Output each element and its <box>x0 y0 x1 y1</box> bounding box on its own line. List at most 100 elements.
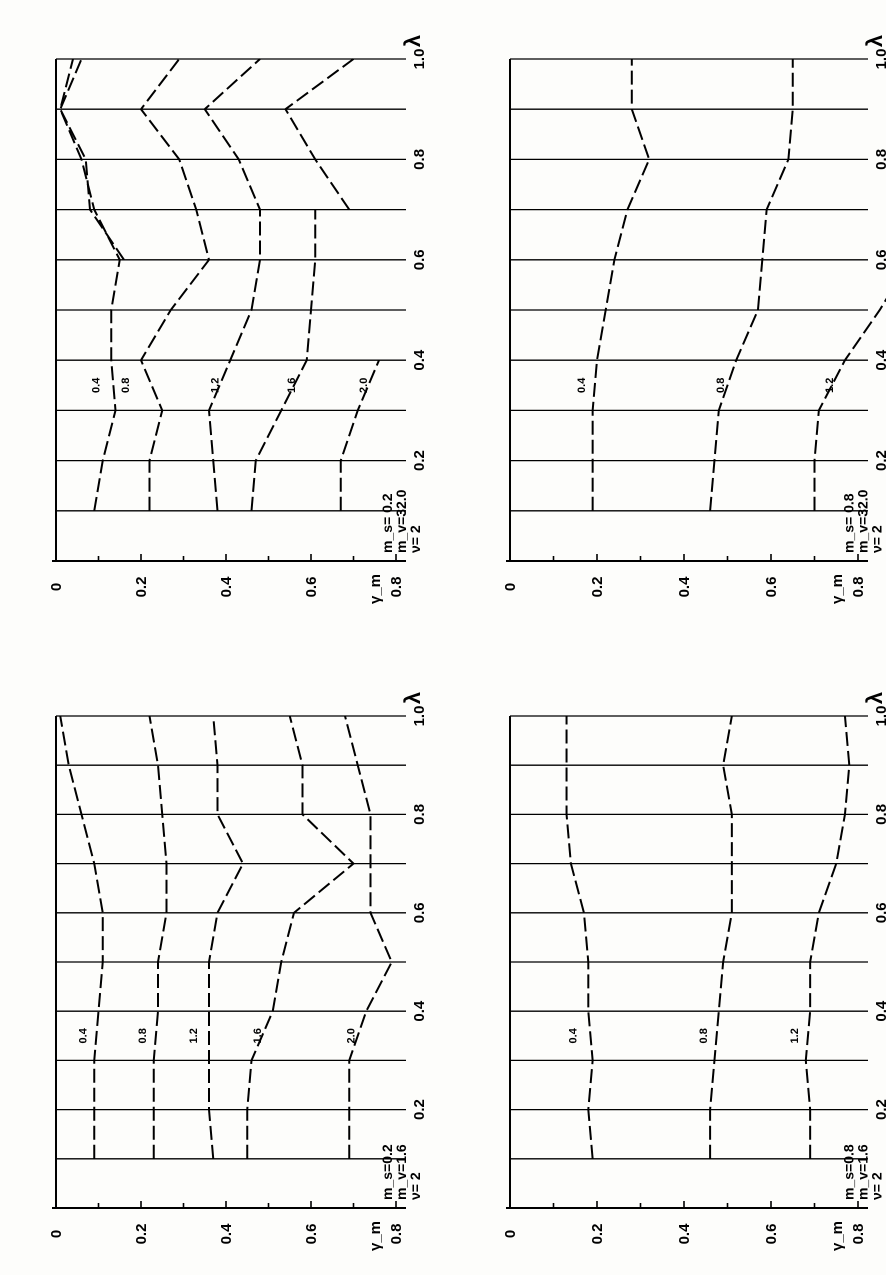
series-line <box>709 715 733 1159</box>
series-line <box>709 59 794 511</box>
curve-label: 0.4 <box>576 377 588 393</box>
gamma-tick-label: 0.8 <box>388 1224 405 1245</box>
gamma-tick-label: 0 <box>502 1230 519 1238</box>
lambda-tick-label: 1.0 <box>873 49 886 70</box>
series-line <box>246 715 355 1159</box>
gamma-axis-label: γ_m <box>829 1221 846 1251</box>
param-label: ν= 2 <box>869 525 885 553</box>
curve-label: 1.6 <box>286 378 298 393</box>
curve-label: 0.8 <box>715 378 727 393</box>
series-line <box>59 715 104 1159</box>
param-label: m_s= 0.8 <box>841 493 857 553</box>
series-line <box>250 209 317 511</box>
param-label: m_v=32.0 <box>393 489 409 553</box>
lambda-axis-label: λ <box>400 692 425 704</box>
param-label: m_s=0.8 <box>841 1144 857 1200</box>
gamma-tick-label: 0 <box>502 583 519 591</box>
lambda-tick-label: 0.8 <box>411 804 428 825</box>
param-label: m_v=1.6 <box>855 1144 871 1200</box>
lambda-tick-label: 0.2 <box>873 450 886 471</box>
series-line <box>813 297 886 511</box>
param-label: ν= 2 <box>869 1172 885 1200</box>
chart-panel-lower-left: 0 0.2 0.4 0.6 0.8 0.2 0.4 0.6 0.8 1.0 λ γ_m m_s=0.8m… <box>502 692 886 1251</box>
curve-label: 0.4 <box>78 1027 90 1043</box>
series-line <box>139 58 211 511</box>
series-line <box>59 58 125 261</box>
lambda-axis-label: λ <box>862 692 886 704</box>
series-line <box>284 58 355 211</box>
lambda-tick-label: 0.6 <box>411 249 428 270</box>
chart-panel-upper-left: 0 0.2 0.4 0.6 0.8 0.2 0.4 0.6 0.8 1.0 λ γ_m m_s=0.2m… <box>48 692 428 1251</box>
gamma-tick-label: 0.8 <box>850 577 867 598</box>
series-line <box>208 715 245 1159</box>
param-label: m_v=1.6 <box>393 1144 409 1200</box>
gamma-axis-label: γ_m <box>367 1221 384 1251</box>
param-label: m_v=32.0 <box>855 489 871 553</box>
gamma-tick-label: 0.4 <box>676 576 693 598</box>
param-label: m_s=0.2 <box>379 1144 395 1200</box>
gamma-tick-label: 0.2 <box>133 1224 150 1245</box>
gamma-axis-label: γ_m <box>829 574 846 604</box>
param-label: ν= 2 <box>407 525 423 553</box>
curve-label: 2.0 <box>358 378 370 393</box>
lambda-tick-label: 0.8 <box>411 149 428 170</box>
gamma-tick-label: 0.6 <box>303 1224 320 1245</box>
gamma-tick-label: 0 <box>48 1230 65 1238</box>
lambda-axis-label: λ <box>862 35 886 47</box>
curve-label: 2.0 <box>345 1028 357 1043</box>
lambda-tick-label: 1.0 <box>411 49 428 70</box>
curve-label: 1.2 <box>789 1028 801 1043</box>
lambda-tick-label: 1.0 <box>411 706 428 727</box>
gamma-tick-label: 0.6 <box>763 1224 780 1245</box>
curve-label: 0.4 <box>567 1027 579 1043</box>
gamma-tick-label: 0.4 <box>676 1223 693 1245</box>
series-line <box>344 715 393 1159</box>
lambda-tick-label: 0.4 <box>411 349 428 371</box>
param-label: m_s= 0.2 <box>379 493 395 553</box>
gamma-tick-label: 0.8 <box>388 577 405 598</box>
series-line <box>148 715 168 1159</box>
lambda-axis-label: λ <box>400 35 425 47</box>
gamma-tick-label: 0.8 <box>850 1224 867 1245</box>
lambda-tick-label: 0.4 <box>873 349 886 371</box>
curve-label: 1.2 <box>188 1028 200 1043</box>
gamma-tick-label: 0.4 <box>218 576 235 598</box>
lambda-tick-label: 0.4 <box>873 1000 886 1022</box>
chart-panel-lower-right: 0 0.2 0.4 0.6 0.8 0.2 0.4 0.6 0.8 1.0 λ γ_m m_s= 0.8… <box>502 35 886 604</box>
lambda-tick-label: 0.8 <box>873 804 886 825</box>
gamma-tick-label: 0 <box>48 583 65 591</box>
gamma-tick-label: 0.6 <box>763 577 780 598</box>
curve-label: 0.4 <box>90 377 102 393</box>
curve-label: 0.8 <box>698 1028 710 1043</box>
series-line <box>339 359 380 511</box>
gamma-tick-label: 0.6 <box>303 577 320 598</box>
gamma-tick-label: 0.4 <box>218 1223 235 1245</box>
lambda-tick-label: 0.2 <box>411 450 428 471</box>
lambda-tick-label: 0.2 <box>411 1099 428 1120</box>
gamma-axis-label: γ_m <box>367 574 384 604</box>
series-line <box>565 716 594 1159</box>
lambda-tick-label: 0.2 <box>873 1099 886 1120</box>
chart-panel-upper-right: 0 0.2 0.4 0.6 0.8 0.2 0.4 0.6 0.8 1.0 λ γ_m m_s= 0.2… <box>48 35 428 604</box>
series-line <box>591 59 651 511</box>
curve-label: 1.2 <box>824 378 836 393</box>
curve-label: 0.8 <box>137 1028 149 1043</box>
lambda-tick-label: 0.6 <box>873 249 886 270</box>
gamma-tick-label: 0.2 <box>589 577 606 598</box>
lambda-tick-label: 0.8 <box>873 149 886 170</box>
param-label: ν= 2 <box>407 1172 423 1200</box>
curve-label: 0.8 <box>120 378 132 393</box>
series-line <box>59 58 121 511</box>
lambda-tick-label: 0.4 <box>411 1000 428 1022</box>
curve-label: 1.2 <box>209 378 221 393</box>
gamma-tick-label: 0.2 <box>133 577 150 598</box>
lambda-tick-label: 0.6 <box>873 902 886 923</box>
series-line <box>203 58 261 511</box>
curve-label: 1.6 <box>252 1028 264 1043</box>
lambda-tick-label: 0.6 <box>411 902 428 923</box>
series-line <box>804 715 851 1159</box>
lambda-tick-label: 1.0 <box>873 706 886 727</box>
gamma-tick-label: 0.2 <box>589 1224 606 1245</box>
